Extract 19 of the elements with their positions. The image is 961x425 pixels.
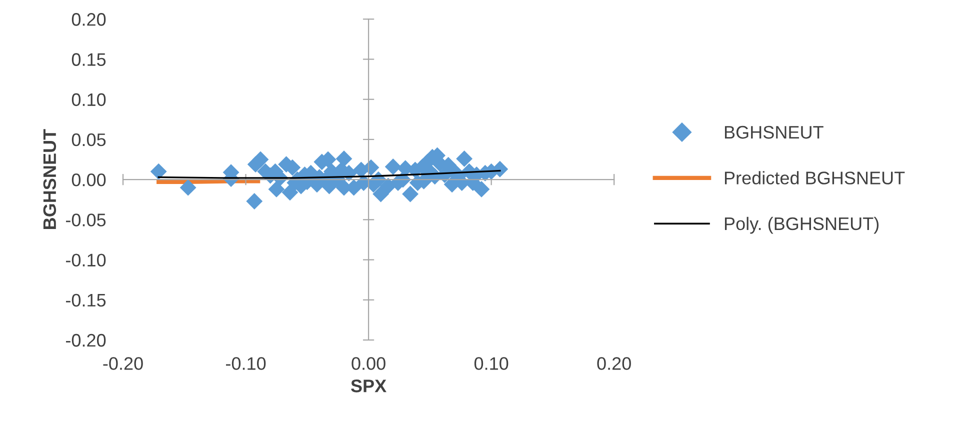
x-tick-label: -0.20 [103, 357, 143, 370]
legend-label: Predicted BGHSNEUT [724, 171, 905, 184]
y-tick-label: -0.15 [66, 294, 106, 307]
y-tick-label: 0.00 [72, 173, 106, 186]
y-tick-label: 0.10 [72, 93, 106, 106]
x-axis-title: SPX [350, 380, 386, 392]
legend-label: Poly. (BGHSNEUT) [724, 216, 879, 234]
legend-label: BGHSNEUT [724, 126, 824, 139]
y-tick-label: 0.05 [72, 133, 106, 146]
x-tick-label: -0.10 [226, 357, 266, 370]
x-tick-label: 0.10 [474, 357, 508, 370]
y-axis-title: BGHSNEUT [43, 129, 56, 230]
x-tick-label: 0.20 [597, 357, 631, 370]
y-tick-label: 0.20 [72, 13, 106, 26]
y-tick-label: -0.20 [66, 334, 106, 347]
y-tick-label: -0.10 [66, 254, 106, 266]
y-tick-label: -0.05 [66, 214, 106, 226]
x-tick-label: 0.00 [352, 357, 386, 370]
y-tick-label: 0.15 [72, 53, 106, 66]
